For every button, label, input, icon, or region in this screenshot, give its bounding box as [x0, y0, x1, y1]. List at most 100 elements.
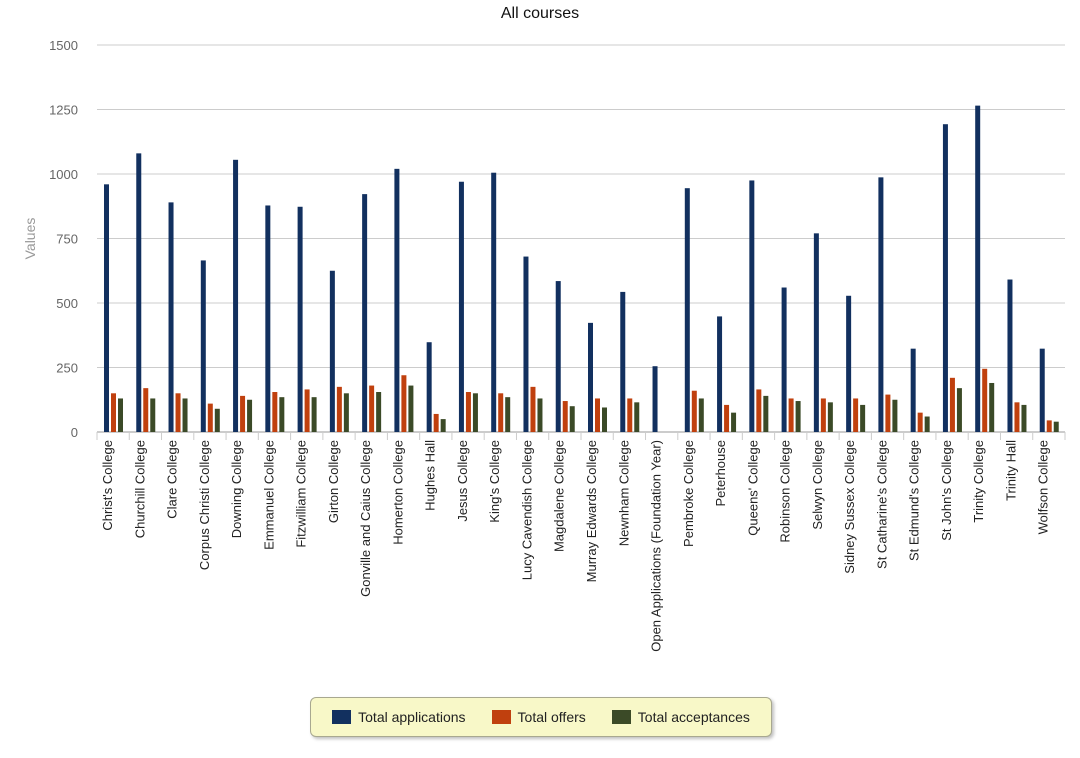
bar	[917, 412, 923, 432]
bar	[240, 395, 246, 432]
bar	[265, 205, 271, 432]
bar	[652, 366, 658, 432]
y-tick-label: 250	[56, 361, 78, 376]
bar	[472, 393, 478, 432]
legend-label: Total applications	[358, 709, 466, 725]
y-tick-label: 0	[71, 425, 78, 440]
bar	[634, 402, 640, 432]
bar	[602, 407, 607, 432]
x-tick-label: Newnham College	[616, 440, 631, 546]
bar	[523, 256, 529, 432]
legend-label: Total offers	[517, 709, 586, 725]
bar	[491, 172, 497, 432]
y-tick-label: 1500	[49, 38, 78, 53]
bar	[440, 419, 446, 432]
legend-item: Total offers	[491, 709, 586, 725]
bar	[813, 233, 819, 432]
x-tick-label: Trinity College	[971, 440, 986, 523]
bar	[691, 390, 697, 432]
bar	[569, 406, 575, 432]
x-tick-label: Queens' College	[745, 440, 760, 536]
y-tick-label: 500	[56, 296, 78, 311]
bar	[588, 322, 593, 432]
bar	[104, 184, 109, 432]
bar	[956, 388, 962, 432]
bar	[376, 392, 382, 432]
legend-item: Total applications	[332, 709, 466, 725]
bar	[304, 389, 310, 432]
x-tick-label: Corpus Christi College	[197, 440, 212, 570]
bar	[426, 342, 432, 432]
bar	[537, 398, 543, 432]
bar	[182, 398, 188, 432]
bar	[207, 403, 213, 432]
bar	[595, 398, 600, 432]
x-tick-label: St Catharine's College	[874, 440, 889, 569]
bar	[272, 392, 278, 432]
bar	[975, 105, 981, 432]
bar	[200, 260, 206, 432]
x-tick-label: Trinity Hall	[1003, 440, 1018, 501]
x-tick-label: Girton College	[326, 440, 341, 523]
bar	[820, 398, 826, 432]
bar	[362, 194, 368, 432]
bar	[942, 124, 948, 433]
bar	[394, 168, 400, 432]
x-tick-label: Homerton College	[390, 440, 405, 545]
x-tick-label: Sidney Sussex College	[842, 440, 857, 574]
bar	[311, 397, 317, 432]
bar	[1053, 421, 1059, 432]
x-tick-label: Christ's College	[100, 440, 115, 531]
bar	[498, 393, 504, 432]
bar	[562, 401, 568, 432]
bar	[143, 388, 149, 432]
bar	[749, 180, 755, 432]
legend-swatch	[491, 710, 511, 724]
bar	[1021, 404, 1027, 432]
x-tick-label: Magdalene College	[552, 440, 567, 552]
bar	[698, 398, 704, 432]
y-tick-label: 750	[56, 232, 78, 247]
bar	[214, 408, 220, 432]
bar	[627, 398, 633, 432]
bar	[989, 382, 995, 432]
bar	[247, 399, 253, 432]
x-tick-label: St Edmund's College	[907, 440, 922, 561]
y-tick-label: 1250	[49, 103, 78, 118]
x-tick-label: Wolfson College	[1036, 440, 1051, 534]
x-tick-label: Churchill College	[132, 440, 147, 538]
bar	[111, 393, 116, 432]
x-tick-label: Murray Edwards College	[584, 440, 599, 582]
x-tick-label: Peterhouse	[713, 440, 728, 507]
bar	[530, 386, 536, 432]
bar	[150, 398, 156, 432]
bar	[684, 188, 690, 432]
x-tick-label: Gonville and Caius College	[358, 440, 373, 597]
x-tick-label: Hughes Hall	[423, 440, 438, 511]
bar	[401, 375, 407, 432]
bar	[885, 394, 891, 432]
bar	[788, 398, 794, 432]
bar	[118, 398, 123, 432]
x-tick-label: Pembroke College	[681, 440, 696, 547]
x-tick-label: Selwyn College	[810, 440, 825, 530]
bar	[731, 412, 737, 432]
bar	[458, 181, 464, 432]
bar	[297, 206, 303, 432]
legend-swatch	[611, 710, 631, 724]
bar	[853, 398, 859, 432]
x-tick-label: Lucy Cavendish College	[519, 440, 534, 580]
bar	[505, 397, 511, 432]
bar	[846, 295, 852, 432]
legend-item: Total acceptances	[611, 709, 750, 725]
bar	[279, 397, 285, 432]
bar	[795, 401, 801, 432]
x-tick-label: King's College	[487, 440, 502, 523]
bar	[329, 270, 335, 432]
x-tick-label: Open Applications (Foundation Year)	[649, 440, 664, 652]
x-tick-label: Clare College	[165, 440, 180, 519]
bar	[555, 281, 561, 432]
bar	[233, 159, 239, 432]
bar	[465, 392, 471, 432]
bar	[982, 368, 988, 432]
